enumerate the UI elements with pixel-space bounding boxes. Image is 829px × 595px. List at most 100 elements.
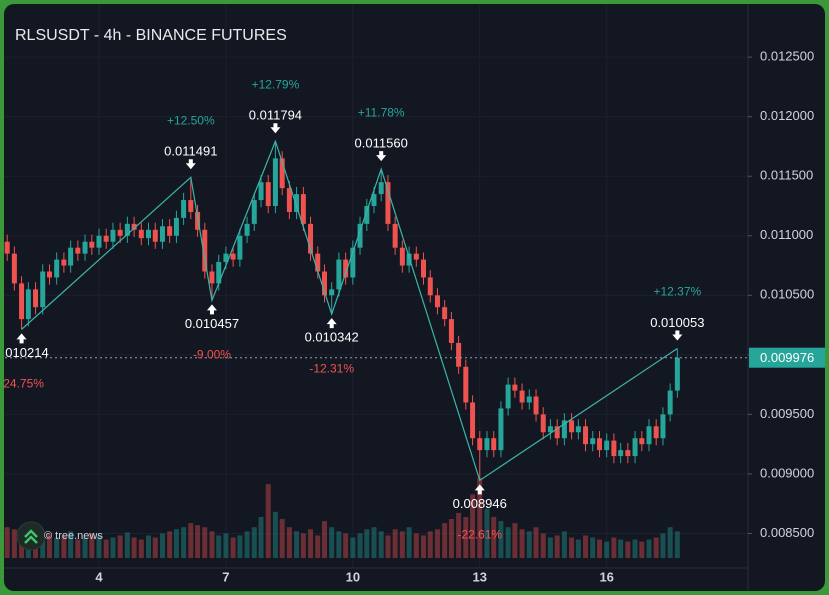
candle-body	[40, 271, 46, 308]
candle-body	[244, 223, 250, 236]
x-tick-label: 13	[473, 569, 487, 584]
volume-bar	[124, 532, 130, 558]
pivot-label: 0.010214	[4, 345, 49, 360]
volume-bar	[392, 529, 398, 558]
candle-body	[597, 438, 602, 451]
volume-bar	[138, 539, 144, 558]
candle-body	[583, 426, 589, 445]
volume-bar	[639, 541, 645, 558]
candle-body	[265, 182, 271, 207]
chart-frame: 0.010214 -24.75% 0.011491 +12.50% 0.010457 -9…	[4, 4, 825, 591]
chart: 0.010214 -24.75% 0.011491 +12.50% 0.010457 -9…	[4, 4, 825, 591]
grid	[4, 4, 748, 568]
candle-body	[667, 390, 673, 415]
volume-bar	[547, 537, 553, 558]
volume-bar	[632, 539, 638, 558]
y-tick-label: 0.012500	[760, 49, 814, 64]
y-tick-label: 0.010500	[760, 287, 814, 302]
candle-body	[195, 211, 201, 230]
last-price-box	[749, 347, 825, 368]
volume-bar	[583, 535, 589, 558]
candle-body	[392, 223, 398, 248]
candle-body	[611, 440, 617, 457]
volume-bar	[4, 527, 10, 558]
candle-body	[350, 247, 356, 278]
volume-bar	[47, 533, 52, 558]
volume-bar	[604, 541, 610, 558]
overlay-layer: 0.010214 -24.75% 0.011491 +12.50% 0.010457 -9…	[4, 77, 748, 542]
volume-bar	[350, 537, 356, 558]
volume-bar	[456, 512, 462, 558]
volume-bar	[448, 519, 454, 558]
volume-bar	[470, 494, 476, 558]
candle-body	[4, 241, 10, 254]
last-price-label: 0.009976	[760, 350, 814, 365]
volume-bar	[159, 533, 165, 558]
candle-body	[138, 229, 144, 239]
volume-bar	[399, 531, 405, 558]
volume-bar	[230, 537, 236, 558]
volume-bar	[167, 531, 173, 558]
volume-bar	[209, 531, 215, 558]
candle-body	[181, 200, 187, 218]
candle-body	[308, 223, 314, 254]
volume-bar	[484, 508, 490, 558]
candle-body	[96, 235, 102, 248]
candle-body	[364, 206, 370, 224]
pivot-label: 0.008946	[453, 496, 507, 511]
volume-bar	[216, 535, 222, 558]
volume-bar	[575, 539, 581, 558]
x-tick-label: 10	[346, 569, 360, 584]
pivot-change: +12.50%	[167, 113, 215, 127]
volume-bar	[286, 527, 292, 558]
candle-body	[89, 241, 95, 248]
candle-body	[202, 229, 208, 272]
candle-body	[47, 271, 52, 278]
volume-bar	[103, 539, 109, 558]
candle-body	[533, 396, 539, 415]
volume-bar	[512, 523, 518, 558]
candle-body	[547, 426, 553, 433]
candle-body	[639, 438, 645, 445]
volume-bar	[646, 539, 652, 558]
volume-bar	[477, 478, 483, 558]
candle-body	[124, 223, 130, 236]
candle-body	[660, 414, 666, 439]
candle-body	[590, 438, 596, 445]
candle-body	[223, 253, 229, 262]
candle-body	[540, 414, 546, 433]
candle-body	[406, 253, 412, 266]
pivot-change: +12.79%	[252, 77, 300, 91]
candle-body	[329, 289, 335, 296]
volume-bar	[308, 529, 314, 558]
candle-body	[82, 241, 88, 254]
volume-bar	[540, 533, 546, 558]
volume-bar	[413, 533, 419, 558]
volume-bar	[491, 516, 497, 558]
volume-bar	[40, 539, 46, 558]
candle-body	[413, 253, 419, 260]
volume-bar	[54, 537, 60, 558]
candle-body	[399, 247, 405, 266]
volume-bar	[427, 531, 433, 558]
pivot-change: -24.75%	[4, 377, 44, 391]
y-tick-label: 0.009500	[760, 406, 814, 421]
candle-body	[470, 402, 476, 439]
candle-body	[442, 307, 448, 320]
volume-bar	[173, 529, 179, 558]
x-tick-label: 4	[95, 569, 103, 584]
volume-bar	[364, 529, 370, 558]
volume-bar	[82, 537, 88, 558]
candle-body	[618, 450, 624, 457]
volume-bar	[152, 537, 158, 558]
candle-body	[322, 271, 327, 296]
candle-body	[159, 226, 165, 242]
candle-body	[146, 229, 151, 239]
candle-body	[19, 283, 25, 320]
volume-bar	[202, 527, 208, 558]
zigzag-line	[21, 139, 678, 482]
volume-bar	[61, 535, 67, 558]
volume-bar	[611, 537, 617, 558]
pivot-change: +12.37%	[653, 285, 701, 299]
volume-bar	[371, 527, 377, 558]
